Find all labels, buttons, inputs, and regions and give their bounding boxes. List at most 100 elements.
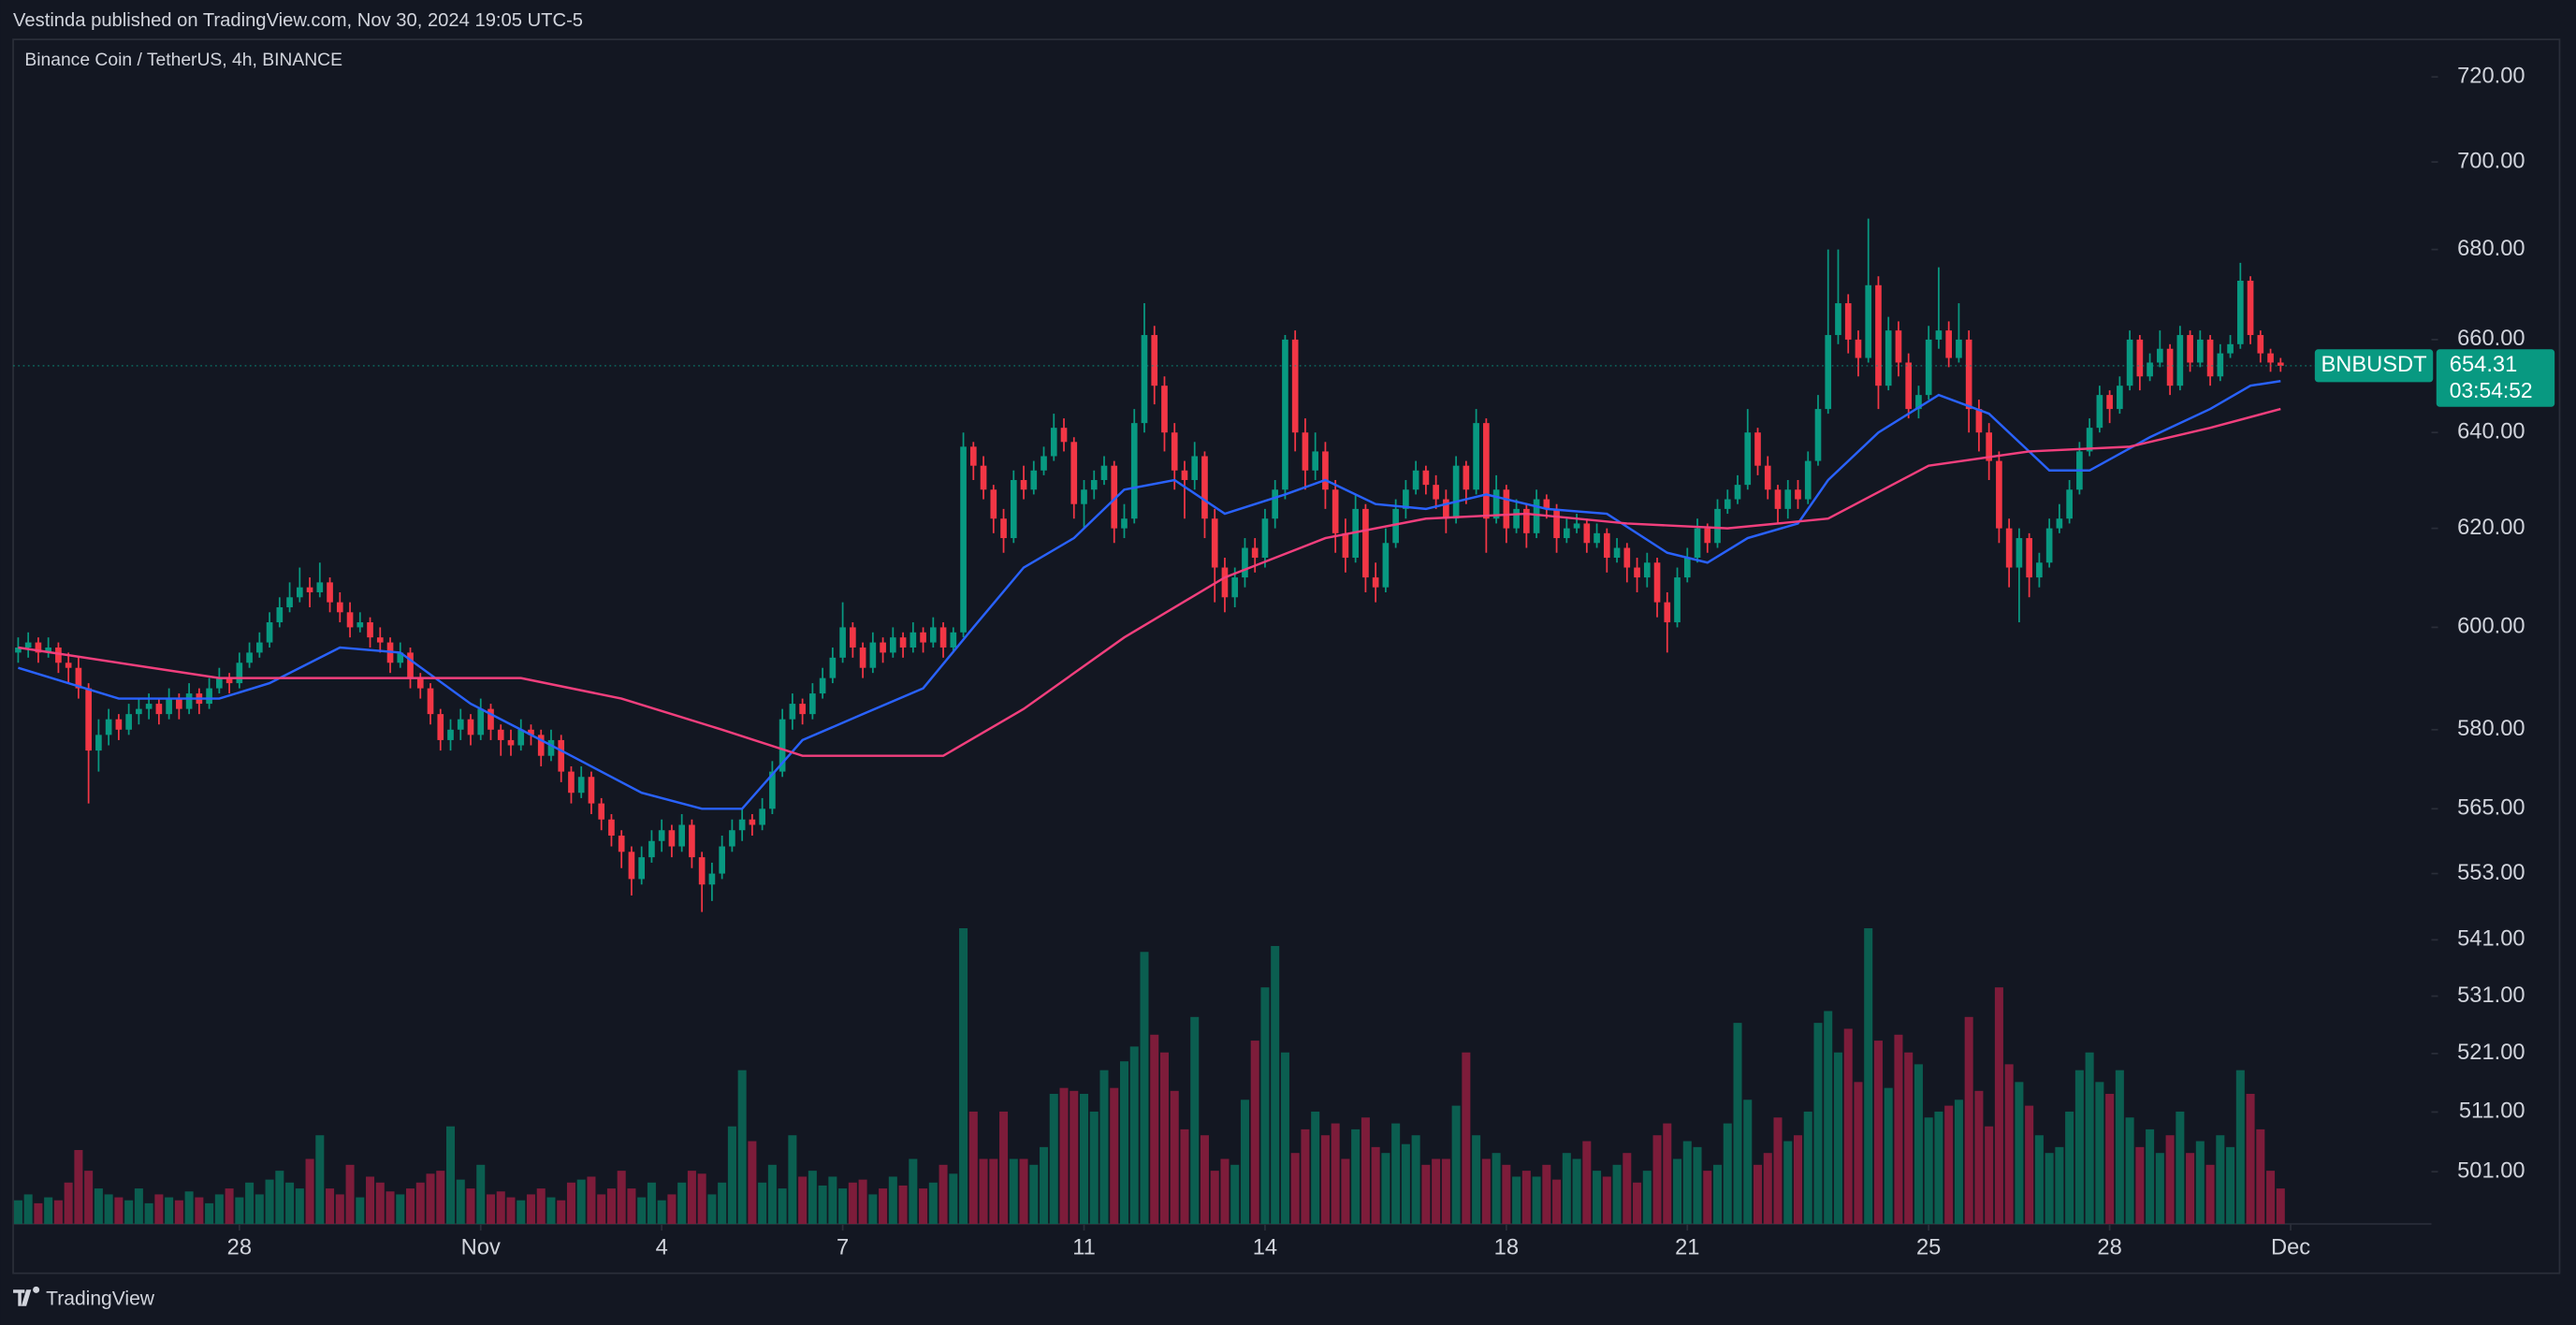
volume-bar bbox=[205, 1202, 214, 1225]
candle-body bbox=[427, 688, 434, 715]
volume-bar bbox=[285, 1182, 295, 1225]
volume-bar bbox=[1351, 1128, 1361, 1225]
candle-body bbox=[1623, 547, 1631, 568]
candle-body bbox=[2086, 428, 2093, 452]
volume-bar bbox=[2256, 1128, 2265, 1225]
volume-bar bbox=[667, 1194, 677, 1225]
volume-bar bbox=[1371, 1146, 1380, 1225]
volume-bar bbox=[1341, 1158, 1350, 1225]
candle-body bbox=[1674, 577, 1681, 623]
volume-bar bbox=[506, 1197, 516, 1225]
candle-body bbox=[2277, 362, 2284, 366]
volume-bar bbox=[808, 1171, 817, 1225]
volume-bar bbox=[1280, 1052, 1289, 1225]
volume-bar bbox=[1040, 1146, 1049, 1225]
candle-body bbox=[1814, 409, 1822, 461]
volume-bar bbox=[1401, 1143, 1410, 1225]
candle-body bbox=[1332, 489, 1339, 533]
candle-body bbox=[638, 857, 646, 880]
volume-bar bbox=[557, 1200, 566, 1225]
volume-bar bbox=[1663, 1123, 1672, 1225]
volume-bar bbox=[1582, 1141, 1592, 1225]
volume-bar bbox=[1502, 1164, 1511, 1225]
candle-body bbox=[1201, 456, 1208, 519]
volume-bar bbox=[2074, 1070, 2084, 1225]
volume-bar bbox=[2266, 1171, 2276, 1225]
volume-bar bbox=[2105, 1093, 2115, 1225]
volume-bar bbox=[265, 1179, 274, 1225]
volume-bar bbox=[235, 1197, 244, 1225]
candle-body bbox=[1231, 577, 1239, 598]
y-tick-label: 565.00 bbox=[2457, 796, 2525, 821]
volume-bar bbox=[1793, 1135, 1802, 1225]
volume-bar bbox=[1763, 1153, 1772, 1225]
candle-body bbox=[939, 627, 947, 648]
candle-body bbox=[2045, 528, 2053, 563]
candle-body bbox=[1000, 518, 1007, 539]
volume-bar bbox=[2235, 1070, 2245, 1225]
volume-bar bbox=[295, 1188, 304, 1225]
candle-body bbox=[185, 693, 193, 709]
candle-body bbox=[2096, 395, 2103, 429]
candle-body bbox=[55, 647, 62, 663]
volume-bar bbox=[1250, 1041, 1259, 1225]
volume-bar bbox=[1652, 1135, 1662, 1225]
candle-body bbox=[125, 714, 132, 730]
volume-bar bbox=[1411, 1135, 1420, 1225]
candle-body bbox=[1362, 508, 1369, 578]
volume-bar bbox=[415, 1182, 425, 1225]
candle-body bbox=[1251, 547, 1259, 558]
volume-bar bbox=[406, 1188, 415, 1225]
volume-bar bbox=[2146, 1128, 2155, 1225]
candle-body bbox=[1322, 451, 1329, 490]
candle-body bbox=[859, 647, 866, 668]
volume-bar bbox=[426, 1173, 435, 1225]
candle-body bbox=[1573, 523, 1580, 529]
candle-body bbox=[2176, 335, 2184, 386]
candle-body bbox=[880, 642, 886, 653]
candle-body bbox=[1211, 518, 1218, 568]
candle-body bbox=[276, 606, 284, 623]
candle-body bbox=[346, 612, 354, 628]
volume-bar bbox=[1462, 1052, 1471, 1225]
volume-bar bbox=[1703, 1171, 1712, 1225]
volume-bar bbox=[758, 1182, 767, 1225]
volume-bar bbox=[1180, 1128, 1189, 1225]
candle-body bbox=[1302, 432, 1309, 471]
candle-body bbox=[397, 652, 404, 663]
volume-bar bbox=[64, 1182, 73, 1225]
volume-bar bbox=[1964, 1016, 1973, 1225]
candle-body bbox=[1221, 567, 1229, 598]
candle-body bbox=[1382, 543, 1390, 588]
candle-body bbox=[1956, 339, 1962, 358]
candle-body bbox=[1835, 303, 1841, 336]
candle-body bbox=[528, 729, 534, 735]
volume-bar bbox=[1994, 987, 2003, 1225]
volume-bar bbox=[1200, 1135, 1209, 1225]
volume-bar bbox=[124, 1200, 134, 1225]
candle-body bbox=[1996, 460, 2002, 529]
volume-bar bbox=[1481, 1158, 1491, 1225]
candle-body bbox=[708, 873, 716, 885]
volume-bar bbox=[214, 1194, 224, 1225]
volume-bar bbox=[1974, 1090, 1984, 1225]
candle-body bbox=[789, 704, 796, 720]
candle-body bbox=[759, 808, 765, 825]
candle-body bbox=[447, 729, 454, 740]
candle-body bbox=[1492, 489, 1500, 519]
volume-bar bbox=[53, 1200, 63, 1225]
candle-body bbox=[749, 819, 756, 825]
volume-bar bbox=[1391, 1123, 1401, 1225]
candle-body bbox=[1111, 465, 1118, 529]
volume-bar bbox=[195, 1197, 204, 1225]
candle-body bbox=[336, 602, 343, 613]
volume-bar bbox=[1170, 1090, 1179, 1225]
candle-body bbox=[1070, 442, 1078, 504]
volume-bar bbox=[1612, 1164, 1622, 1225]
candle-body bbox=[1734, 485, 1741, 500]
volume-bar bbox=[879, 1188, 888, 1225]
volume-bar bbox=[396, 1194, 405, 1225]
candle-body bbox=[75, 667, 82, 689]
y-tick-label: 541.00 bbox=[2457, 927, 2525, 952]
volume-bar bbox=[517, 1200, 526, 1225]
